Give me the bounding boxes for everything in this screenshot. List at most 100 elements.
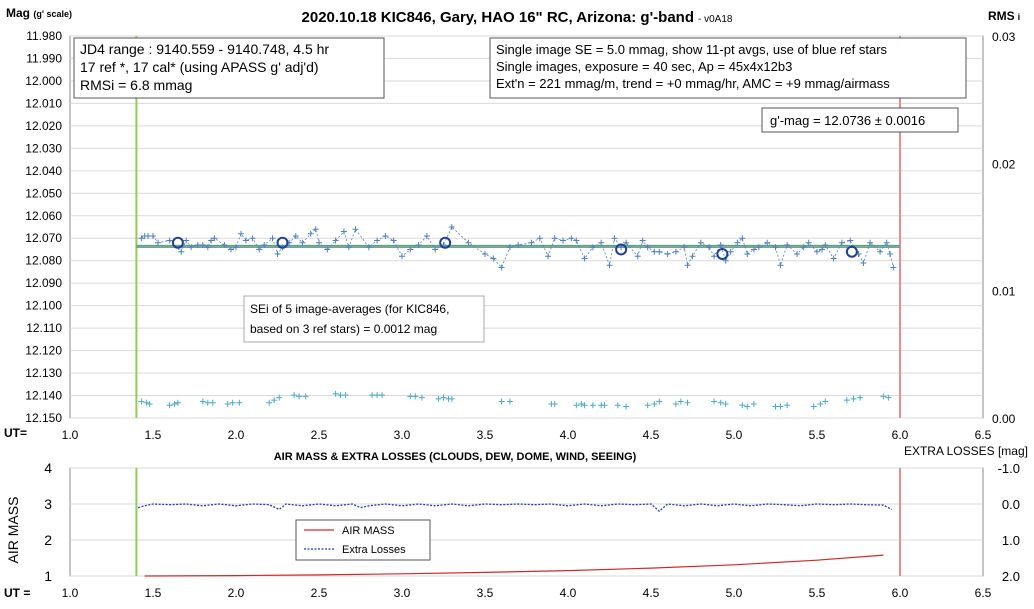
legend-airmass-label: AIR MASS: [342, 525, 395, 537]
single-image-point: [211, 235, 218, 242]
single-image-point: [183, 237, 190, 244]
legend-losses-label: Extra Losses: [342, 544, 406, 556]
single-image-point: [269, 235, 276, 242]
rms-point: [677, 398, 684, 405]
x-tick-label: 5.5: [809, 428, 826, 442]
single-image-point: [365, 244, 372, 251]
lower-y2-tick-label: 1.0: [1002, 533, 1020, 548]
rms-point: [551, 400, 558, 407]
single-image-point: [498, 264, 505, 271]
single-image-point: [860, 259, 867, 266]
extra-losses-line: [137, 503, 892, 513]
y-tick-label: 12.060: [25, 209, 62, 223]
rms-point: [744, 403, 751, 410]
single-image-point: [684, 262, 691, 269]
info-left-line-3: RMSi = 6.8 mmag: [80, 77, 192, 93]
lower-x-tick-label: 5.5: [809, 586, 826, 600]
single-image-point: [755, 244, 762, 251]
chart-version: - v0A18: [698, 14, 733, 25]
lower-y-tick-label: 4: [44, 460, 52, 476]
single-image-point: [154, 239, 161, 246]
x-tick-label: 6.5: [975, 428, 992, 442]
info-box-right: Single image SE = 5.0 mmag, show 11-pt a…: [489, 37, 967, 99]
single-image-point: [639, 237, 646, 244]
rms-point: [236, 399, 243, 406]
single-image-point: [292, 232, 299, 239]
single-image-point: [242, 237, 249, 244]
mag-result-box: g'-mag = 12.0736 ± 0.0016: [761, 107, 959, 133]
single-image-point: [727, 248, 734, 255]
single-image-point: [739, 235, 746, 242]
rms-point: [651, 400, 658, 407]
plot-area-bottom: [69, 467, 984, 577]
single-image-point: [261, 241, 268, 248]
rms-point: [581, 402, 588, 409]
y-tick-label: 12.030: [25, 141, 62, 155]
single-image-point: [432, 246, 439, 253]
single-image-point: [560, 237, 567, 244]
rms-point: [166, 402, 173, 409]
single-image-point: [448, 224, 455, 230]
sei-line-2: based on 3 ref stars) = 0.0012 mag: [250, 322, 437, 336]
single-image-point: [374, 237, 381, 244]
rms-point: [644, 402, 651, 409]
single-image-point: [316, 239, 322, 246]
rms-point: [379, 392, 386, 399]
rms-point: [601, 402, 608, 409]
lower-x-tick-label: 1.0: [62, 586, 79, 600]
single-image-point: [681, 244, 688, 251]
lower-y-tick-label: 1: [44, 568, 52, 584]
single-image-point: [352, 226, 359, 233]
x-tick-labels-top: 1.0 1.5 2.0 2.5 3.0 3.5 4.0 4.5 5.0 5.5 6.0 6.5: [62, 428, 992, 442]
rms-point: [143, 399, 150, 406]
single-image-point: [814, 248, 820, 255]
info-right-line-1: Single image SE = 5.0 mmag, show 11-pt a…: [496, 42, 888, 57]
y2-axis-label-sub: i: [1018, 12, 1021, 22]
info-right-line-3: Ext'n = 221 mmag/m, trend = +0 mmag/hr, …: [496, 76, 890, 91]
info-left-line-1: JD4 range : 9140.559 - 9140.748, 4.5 hr: [80, 41, 329, 57]
y2-tick-label: 0.01: [992, 285, 1016, 299]
single-image-point: [890, 264, 897, 271]
average-point: [276, 236, 289, 249]
single-image-point: [772, 244, 779, 251]
single-image-point: [877, 248, 884, 255]
y-tick-labels-top: 11.980 11.990 12.000 12.010 12.020 12.030 12.0…: [25, 29, 62, 425]
single-image-point: [847, 237, 854, 244]
rms-point: [750, 400, 757, 407]
y-tick-label: 12.070: [25, 231, 62, 245]
info-box-left: JD4 range : 9140.559 - 9140.748, 4.5 hr …: [73, 37, 385, 99]
rms-point: [623, 403, 630, 410]
rms-point: [138, 398, 145, 405]
sei-box: SEi of 5 image-averages (for KIC846, bas…: [243, 295, 485, 343]
rms-point: [342, 392, 349, 399]
rms-point: [146, 400, 153, 407]
lower-x-tick-label: 1.5: [145, 586, 162, 600]
rms-point: [271, 397, 278, 404]
single-image-point: [717, 241, 724, 248]
x-tick-label: 4.0: [560, 428, 577, 442]
rms-point: [885, 394, 892, 401]
lower-y2-tick-label: -1.0: [998, 461, 1020, 476]
single-image-point: [221, 241, 228, 248]
rms-point: [784, 402, 791, 409]
rms-point: [199, 398, 206, 405]
y2-tick-label: 0.03: [992, 30, 1016, 44]
lower-y-axis-label: AIR MASS: [5, 497, 21, 564]
single-image-point: [188, 244, 195, 251]
x-tick-label: 1.0: [62, 428, 79, 442]
single-image-point: [800, 244, 807, 251]
y-tick-label: 12.050: [25, 186, 62, 200]
single-image-point: [345, 244, 352, 251]
rms-point: [229, 399, 236, 406]
y-tick-label: 12.150: [25, 411, 62, 425]
average-point: [845, 245, 858, 258]
y2-tick-labels-bottom: -1.0 0.0 1.0 2.0: [998, 461, 1020, 584]
rms-point: [589, 402, 596, 409]
y-axis-label-sub: (g' scale): [33, 9, 72, 19]
y-tick-label: 11.980: [26, 29, 62, 43]
single-image-point: [805, 239, 812, 246]
single-image-point: [689, 253, 696, 260]
rms-point: [672, 400, 679, 407]
y-tick-label: 12.110: [26, 321, 62, 335]
